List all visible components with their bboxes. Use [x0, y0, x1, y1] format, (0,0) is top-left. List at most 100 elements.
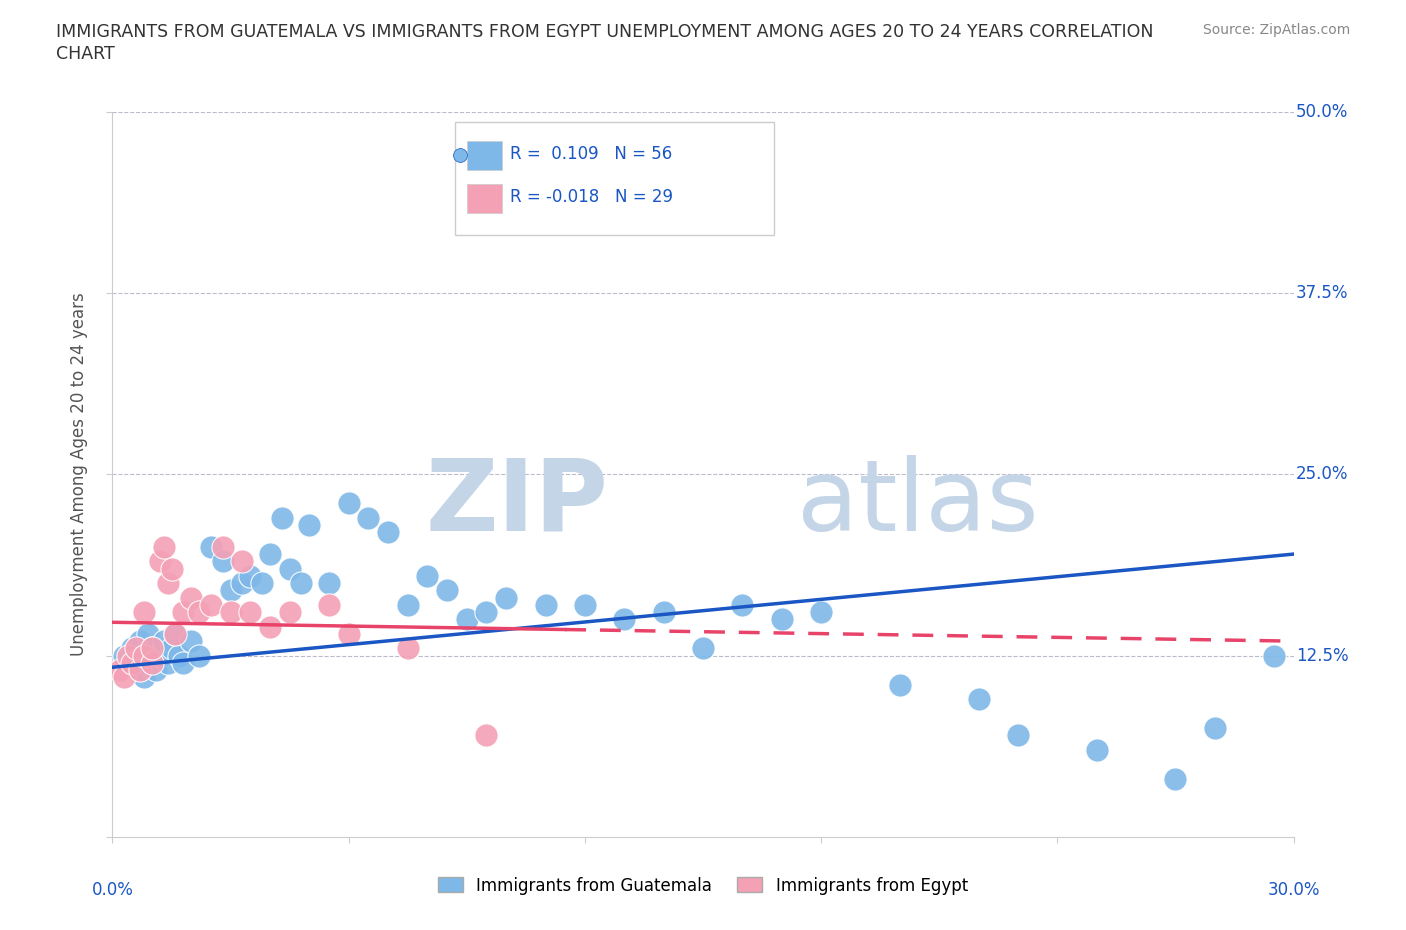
Text: Source: ZipAtlas.com: Source: ZipAtlas.com — [1202, 23, 1350, 37]
Point — [121, 641, 143, 656]
Text: ZIP: ZIP — [426, 455, 609, 551]
Point — [337, 627, 360, 642]
Point — [1007, 728, 1029, 743]
Point — [889, 677, 911, 692]
Point — [672, 133, 695, 148]
Point — [290, 576, 312, 591]
Point — [652, 604, 675, 619]
Point — [112, 670, 135, 684]
Point — [136, 627, 159, 642]
Point — [188, 648, 211, 663]
Text: atlas: atlas — [797, 455, 1039, 551]
Point — [1263, 648, 1285, 663]
Point — [318, 576, 340, 591]
Point — [180, 633, 202, 648]
Text: R = -0.018   N = 29: R = -0.018 N = 29 — [510, 188, 673, 206]
Point — [129, 663, 152, 678]
Point — [149, 648, 172, 663]
Point — [125, 641, 148, 656]
Point — [1085, 742, 1108, 757]
Point — [165, 627, 187, 642]
Point — [298, 518, 321, 533]
Point — [731, 597, 754, 612]
Y-axis label: Unemployment Among Ages 20 to 24 years: Unemployment Among Ages 20 to 24 years — [70, 292, 89, 657]
Point — [219, 604, 242, 619]
Point — [172, 604, 194, 619]
Text: 12.5%: 12.5% — [1296, 646, 1348, 665]
Point — [770, 612, 793, 627]
Point — [152, 539, 174, 554]
Point — [967, 692, 990, 707]
Point — [200, 597, 222, 612]
FancyBboxPatch shape — [456, 123, 773, 235]
Point — [259, 619, 281, 634]
Point — [534, 597, 557, 612]
Point — [180, 591, 202, 605]
Point — [613, 612, 636, 627]
Point — [231, 576, 253, 591]
Point — [160, 641, 183, 656]
Text: 37.5%: 37.5% — [1296, 284, 1348, 302]
Point — [110, 663, 132, 678]
Point — [416, 568, 439, 583]
Point — [152, 633, 174, 648]
Point — [219, 583, 242, 598]
Point — [456, 612, 478, 627]
Point — [396, 597, 419, 612]
Point — [112, 648, 135, 663]
Point — [169, 648, 191, 663]
Point — [121, 656, 143, 671]
Point — [318, 597, 340, 612]
Point — [692, 641, 714, 656]
Point — [270, 511, 292, 525]
Point — [377, 525, 399, 539]
Point — [1204, 721, 1226, 736]
Point — [165, 627, 187, 642]
Point — [172, 656, 194, 671]
Point — [117, 648, 139, 663]
Bar — [467, 140, 502, 169]
Point — [231, 554, 253, 569]
Text: 25.0%: 25.0% — [1296, 465, 1348, 484]
Point — [250, 576, 273, 591]
Point — [278, 561, 301, 576]
Point — [1164, 772, 1187, 787]
Point — [574, 597, 596, 612]
Legend: Immigrants from Guatemala, Immigrants from Egypt: Immigrants from Guatemala, Immigrants fr… — [432, 870, 974, 901]
Point — [239, 604, 262, 619]
Point — [259, 547, 281, 562]
Point — [188, 604, 211, 619]
Point — [475, 728, 498, 743]
Point — [200, 539, 222, 554]
Point — [141, 641, 163, 656]
Text: 0.0%: 0.0% — [91, 881, 134, 898]
Point — [141, 641, 163, 656]
Point — [211, 554, 233, 569]
Point — [436, 583, 458, 598]
Point — [156, 656, 179, 671]
Point — [132, 670, 155, 684]
Text: CHART: CHART — [56, 45, 115, 62]
Point — [211, 539, 233, 554]
Text: IMMIGRANTS FROM GUATEMALA VS IMMIGRANTS FROM EGYPT UNEMPLOYMENT AMONG AGES 20 TO: IMMIGRANTS FROM GUATEMALA VS IMMIGRANTS … — [56, 23, 1154, 41]
Point — [495, 591, 517, 605]
Point — [278, 604, 301, 619]
Point — [132, 604, 155, 619]
Point — [357, 511, 380, 525]
Text: 30.0%: 30.0% — [1267, 881, 1320, 898]
Point — [149, 554, 172, 569]
Point — [145, 663, 167, 678]
Bar — [467, 184, 502, 213]
Point — [141, 656, 163, 671]
Text: R =  0.109   N = 56: R = 0.109 N = 56 — [510, 145, 672, 163]
Point — [129, 633, 152, 648]
Point — [132, 648, 155, 663]
Point — [396, 641, 419, 656]
Point — [239, 568, 262, 583]
Point — [475, 604, 498, 619]
Point — [156, 576, 179, 591]
Point — [337, 496, 360, 511]
Point — [141, 656, 163, 671]
Point — [810, 604, 832, 619]
Point — [132, 648, 155, 663]
